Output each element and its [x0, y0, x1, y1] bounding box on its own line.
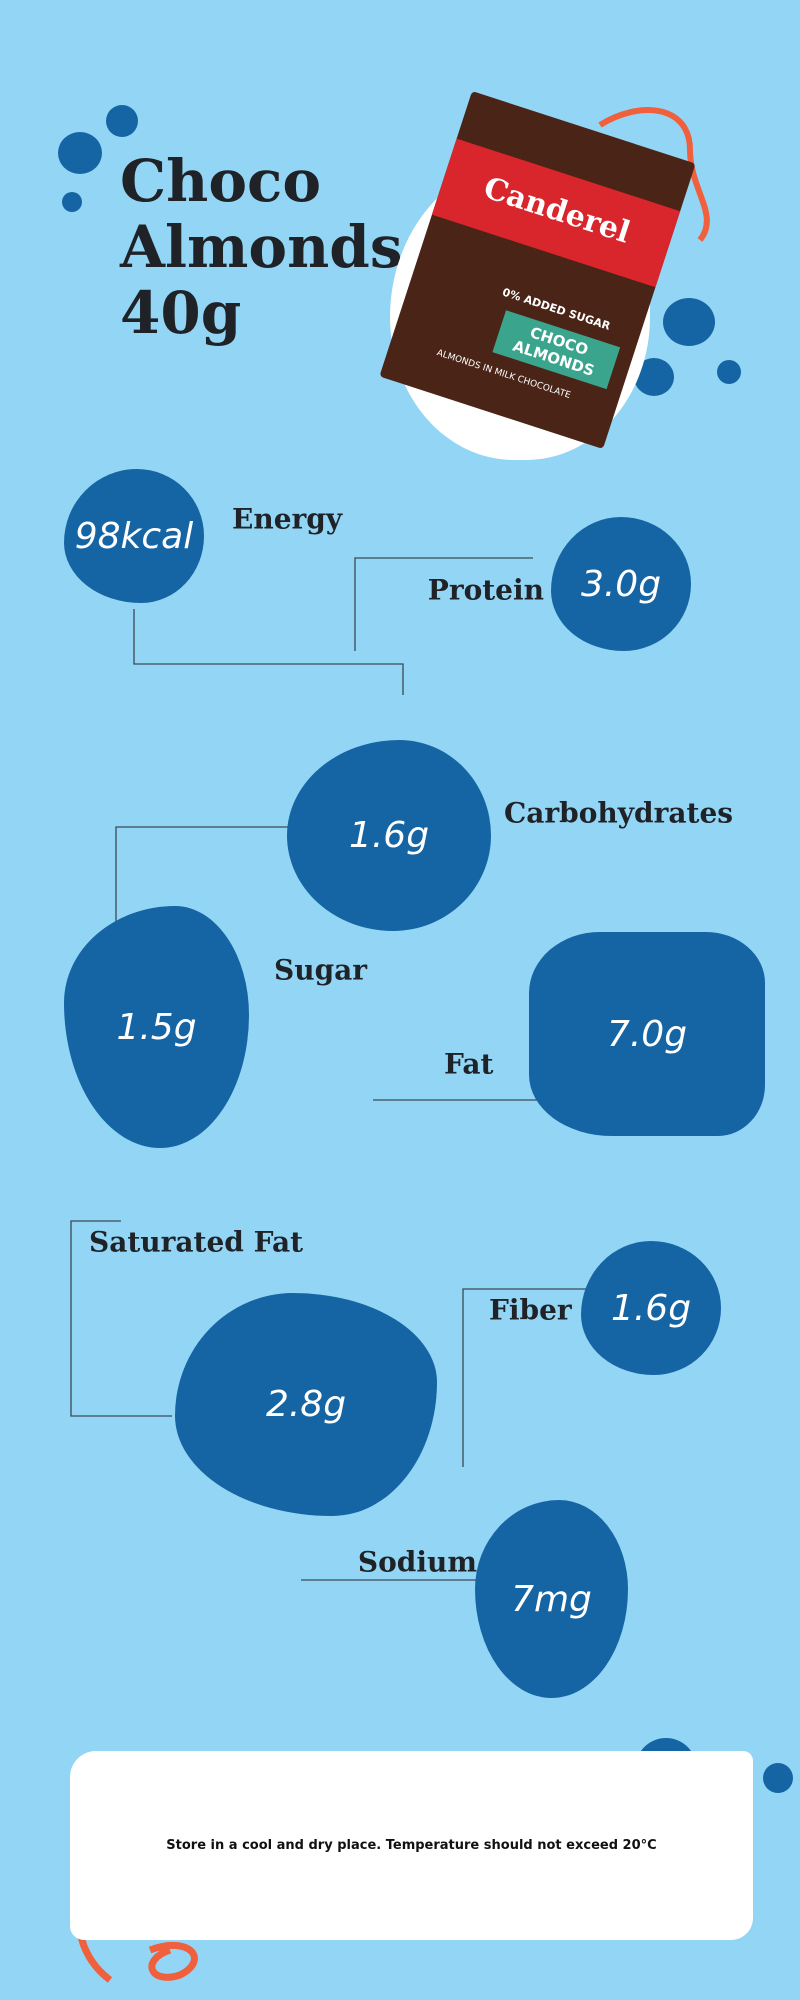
decor-dot: [58, 132, 102, 174]
nutrient-value: 98kcal: [64, 469, 204, 603]
decor-dot: [763, 1763, 793, 1793]
nutrient-label: Fat: [444, 1047, 494, 1081]
nutrient-label: Protein: [427, 573, 544, 607]
connector: [115, 826, 293, 944]
decor-dot: [663, 298, 715, 346]
connector: [354, 557, 533, 651]
nutrient-value: 7.0g: [529, 932, 765, 1136]
nutrient-label: Saturated Fat: [89, 1225, 304, 1259]
nutrient-value: 1.6g: [287, 740, 491, 931]
connector: [462, 1288, 587, 1467]
connector: [70, 1220, 172, 1417]
nutrient-label: Carbohydrates: [504, 796, 734, 830]
nutrient-label: Fiber: [489, 1293, 572, 1327]
decor-dot: [717, 360, 741, 384]
nutrient-label: Energy: [232, 502, 343, 536]
nutrient-value: 1.5g: [64, 906, 249, 1148]
squiggle: [598, 107, 710, 242]
decor-dot: [106, 105, 138, 137]
connector: [133, 609, 404, 695]
nutrient-label: Sodium: [357, 1545, 477, 1579]
nutrient-label: Sugar: [274, 953, 368, 987]
decor-dot: [62, 192, 82, 212]
footer-note: Store in a cool and dry place. Temperatu…: [166, 1838, 657, 1853]
nutrient-value: 2.8g: [175, 1293, 437, 1516]
nutrient-value: 1.6g: [581, 1241, 721, 1375]
nutrient-value: 3.0g: [551, 517, 691, 651]
footer-panel: [70, 1751, 753, 1940]
nutrient-value: 7mg: [475, 1500, 628, 1698]
title: Choco Almonds 40g: [120, 147, 403, 347]
